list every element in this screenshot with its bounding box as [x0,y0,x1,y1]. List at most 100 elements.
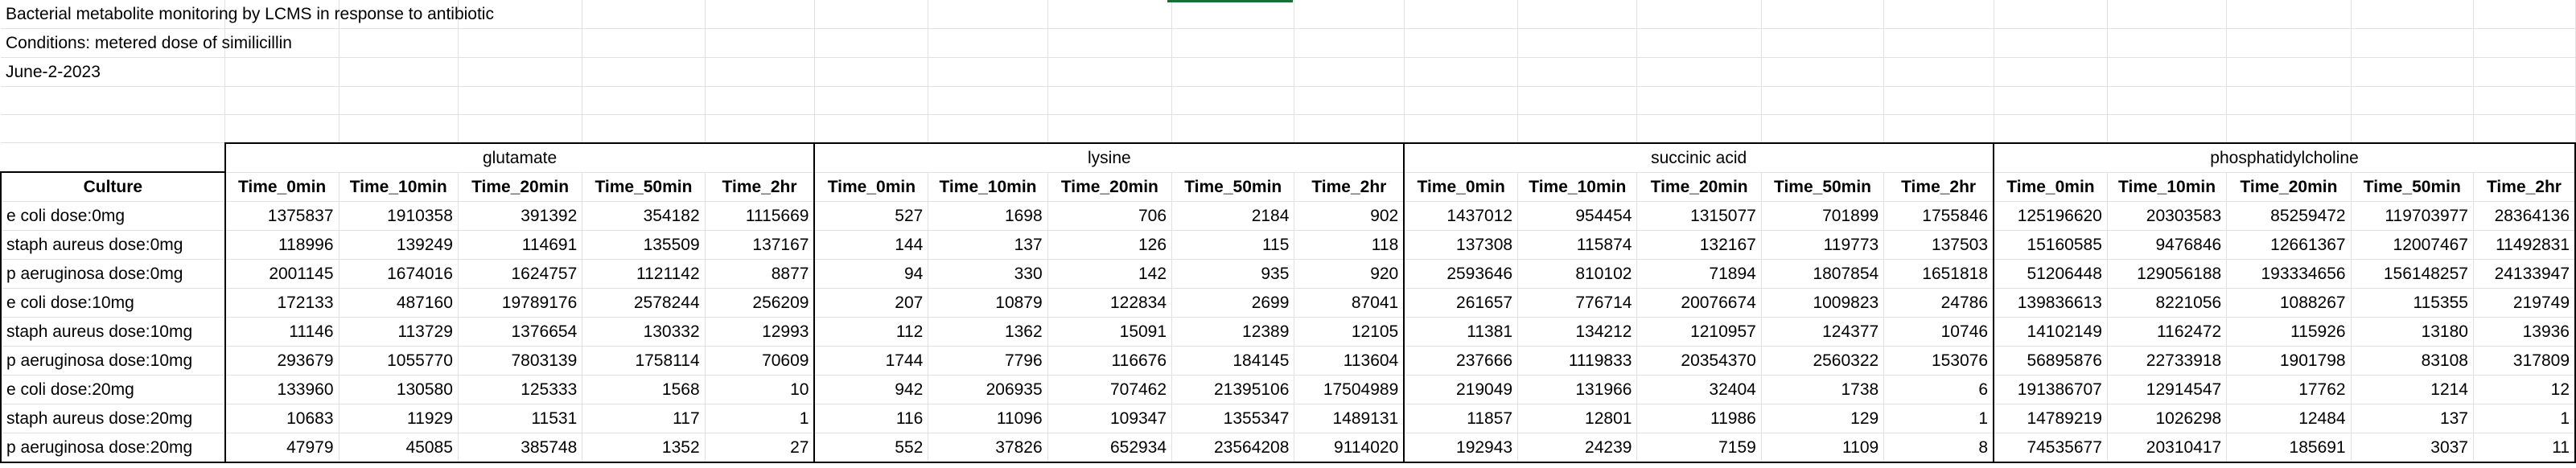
value-cell[interactable]: 1910358 [339,201,459,231]
value-cell[interactable]: 20310417 [2107,433,2228,463]
value-cell[interactable]: 776714 [1517,288,1638,318]
time-header-cell[interactable]: Time_2hr [2473,172,2576,202]
empty-cell[interactable] [1761,0,1885,29]
group-header-cell[interactable]: succinic acid [1403,142,1994,173]
value-cell[interactable]: 6 [1883,375,1994,404]
value-cell[interactable]: 130580 [339,375,459,404]
value-cell[interactable]: 11492831 [2473,230,2576,260]
value-cell[interactable]: 1115669 [705,201,815,231]
value-cell[interactable]: 113604 [1294,346,1405,376]
empty-cell[interactable] [1883,28,1994,58]
value-cell[interactable]: 2001145 [224,259,339,289]
value-cell[interactable]: 2593646 [1403,259,1519,289]
value-cell[interactable]: 12993 [705,317,815,347]
time-header-cell[interactable]: Time_10min [1517,172,1638,202]
empty-cell[interactable] [814,114,929,143]
value-cell[interactable]: 293679 [224,346,339,376]
empty-cell[interactable] [1047,0,1173,29]
value-cell[interactable]: 1009823 [1761,288,1885,318]
empty-cell[interactable] [1171,86,1295,115]
empty-cell[interactable] [224,28,339,58]
value-cell[interactable]: 116676 [1047,346,1173,376]
culture-cell[interactable]: p aeruginosa dose:20mg [0,433,226,463]
culture-cell[interactable]: e coli dose:10mg [0,288,226,318]
value-cell[interactable]: 1 [1883,404,1994,433]
value-cell[interactable]: 1744 [813,346,929,376]
empty-cell[interactable] [1294,57,1405,87]
empty-cell[interactable] [928,114,1048,143]
value-cell[interactable]: 74535677 [1993,433,2108,463]
value-cell[interactable]: 184145 [1171,346,1295,376]
empty-cell[interactable] [1294,28,1405,58]
value-cell[interactable]: 3037 [2351,433,2474,463]
value-cell[interactable]: 132167 [1636,230,1762,260]
value-cell[interactable]: 1375837 [224,201,339,231]
time-header-cell[interactable]: Time_20min [2226,172,2352,202]
value-cell[interactable]: 131966 [1517,375,1638,404]
empty-cell[interactable] [224,0,339,29]
empty-cell[interactable] [1,86,226,115]
value-cell[interactable]: 11857 [1403,404,1519,433]
value-cell[interactable]: 7159 [1636,433,1762,463]
empty-cell[interactable] [1171,28,1295,58]
time-header-cell[interactable]: Time_10min [2107,172,2228,202]
empty-cell[interactable] [814,86,929,115]
value-cell[interactable]: 116 [813,404,929,433]
value-cell[interactable]: 1624757 [458,259,583,289]
time-header-cell[interactable]: Time_20min [458,172,583,202]
empty-cell[interactable] [1517,28,1638,58]
empty-cell[interactable] [928,0,1048,29]
value-cell[interactable]: 9114020 [1294,433,1405,463]
value-cell[interactable]: 1 [705,404,815,433]
empty-cell[interactable] [2351,86,2474,115]
value-cell[interactable]: 115355 [2351,288,2474,318]
value-cell[interactable]: 1376654 [458,317,583,347]
empty-cell[interactable] [582,57,706,87]
value-cell[interactable]: 22733918 [2107,346,2228,376]
value-cell[interactable]: 12801 [1517,404,1638,433]
value-cell[interactable]: 20354370 [1636,346,1762,376]
value-cell[interactable]: 115926 [2226,317,2352,347]
value-cell[interactable]: 330 [928,259,1048,289]
value-cell[interactable]: 12914547 [2107,375,2228,404]
value-cell[interactable]: 114691 [458,230,583,260]
value-cell[interactable]: 954454 [1517,201,1638,231]
value-cell[interactable]: 1 [2473,404,2576,433]
value-cell[interactable]: 115874 [1517,230,1638,260]
empty-cell[interactable] [339,114,459,143]
value-cell[interactable]: 191386707 [1993,375,2108,404]
value-cell[interactable]: 10879 [928,288,1048,318]
value-cell[interactable]: 139249 [339,230,459,260]
value-cell[interactable]: 139836613 [1993,288,2108,318]
value-cell[interactable]: 7796 [928,346,1048,376]
value-cell[interactable]: 1026298 [2107,404,2228,433]
value-cell[interactable]: 527 [813,201,929,231]
value-cell[interactable]: 125333 [458,375,583,404]
empty-cell[interactable] [2226,114,2352,143]
empty-cell[interactable] [1761,57,1885,87]
value-cell[interactable]: 1121142 [582,259,706,289]
empty-cell[interactable] [1047,114,1173,143]
value-cell[interactable]: 219749 [2473,288,2576,318]
empty-cell[interactable] [1404,114,1519,143]
value-cell[interactable]: 156148257 [2351,259,2474,289]
value-cell[interactable]: 706 [1047,201,1173,231]
value-cell[interactable]: 12484 [2226,404,2352,433]
value-cell[interactable]: 1698 [928,201,1048,231]
empty-cell[interactable] [2473,28,2576,58]
empty-cell[interactable] [1517,57,1638,87]
value-cell[interactable]: 56895876 [1993,346,2108,376]
value-cell[interactable]: 83108 [2351,346,2474,376]
note-cell[interactable]: Conditions: metered dose of similicillin [1,28,292,58]
time-header-cell[interactable]: Time_50min [1761,172,1885,202]
value-cell[interactable]: 11 [2473,433,2576,463]
value-cell[interactable]: 10683 [224,404,339,433]
empty-cell[interactable] [1517,86,1638,115]
value-cell[interactable]: 920 [1294,259,1405,289]
value-cell[interactable]: 935 [1171,259,1295,289]
value-cell[interactable]: 172133 [224,288,339,318]
empty-cell[interactable] [224,86,339,115]
value-cell[interactable]: 118 [1294,230,1405,260]
note-cell[interactable]: June-2-2023 [1,57,226,87]
value-cell[interactable]: 701899 [1761,201,1885,231]
